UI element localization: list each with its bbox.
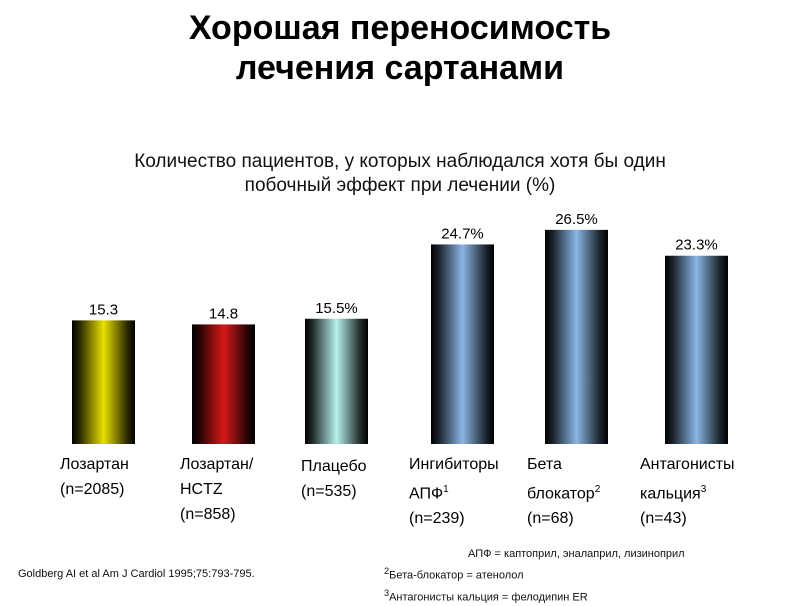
footnote-calcium: 3Антагонисты кальция = фелодипин ER: [384, 585, 685, 606]
category-label-3-line3: (n=239): [409, 510, 465, 528]
bar-4: [545, 229, 608, 444]
bar-value-label-1: 14.8: [209, 305, 238, 322]
bar-value-label-3: 24.7%: [441, 225, 484, 242]
chart-subtitle-line-1: Количество пациентов, у которых наблюдал…: [134, 151, 666, 172]
category-label-0: Лозартан (n=2085): [60, 452, 129, 502]
category-label-3-line2: АПФ1: [409, 484, 449, 503]
category-label-2-line2: (n=535): [301, 483, 357, 500]
category-label-2: Плацебо (n=535): [301, 454, 367, 504]
bar-2: [305, 318, 368, 444]
category-label-4-line2: блокатор2: [527, 484, 601, 503]
title-line-2: лечения сартанами: [235, 49, 565, 87]
category-label-1-line2: HCTZ: [180, 481, 223, 498]
category-label-3-sup: 1: [443, 484, 449, 495]
footnote-calcium-text: Антагонисты кальция = фелодипин ER: [389, 591, 588, 604]
category-label-5-line2: кальция3: [640, 484, 707, 503]
chart-subtitle-line-2: побочный эффект при лечении (%): [244, 175, 556, 196]
category-label-1-line3: (n=858): [180, 506, 236, 523]
category-label-4: Бета блокатор2 (n=68): [527, 452, 600, 531]
footnote-beta-text: Бета-блокатор = атенолол: [389, 569, 524, 582]
footnote-beta: 2Бета-блокатор = атенолол: [384, 563, 685, 585]
page-title: Хорошая переносимость лечения сартанами: [0, 8, 800, 88]
footnote-calcium-sup: 3: [384, 587, 390, 598]
chart-subtitle: Количество пациентов, у которых наблюдал…: [0, 150, 800, 198]
category-label-4-sup: 2: [594, 484, 601, 495]
bar-3: [431, 244, 494, 444]
category-label-4-line1: Бета: [527, 456, 562, 473]
category-label-5-sup: 3: [700, 484, 707, 495]
footnote-beta-sup: 2: [384, 566, 390, 576]
bar-5: [665, 255, 728, 444]
citation: Goldberg AI et al Am J Cardiol 1995;75:7…: [18, 568, 255, 580]
category-label-5-line3: (n=43): [640, 510, 687, 528]
category-label-3: Ингибиторы АПФ1 (n=239): [409, 452, 499, 531]
category-label-2-line1: Плацебо: [301, 458, 367, 475]
bar-value-label-0: 15.3: [89, 301, 118, 318]
category-label-0-line1: Лозартан: [60, 456, 129, 473]
category-label-1: Лозартан/HCTZ (n=858): [180, 452, 253, 527]
category-label-0-line2: (n=2085): [60, 481, 125, 498]
bar-value-label-2: 15.5%: [315, 300, 358, 317]
category-label-5: Антагонисты кальция3 (n=43): [640, 452, 735, 531]
bar-0: [72, 320, 135, 444]
footnote-ace: АПФ = каптоприл, эналаприл, лизиноприл: [468, 548, 685, 560]
footnotes: АПФ = каптоприл, эналаприл, лизиноприл 2…: [384, 546, 685, 606]
bar-1: [192, 324, 255, 444]
category-label-3-line1: Ингибиторы: [409, 456, 499, 473]
bar-value-label-5: 23.3%: [675, 237, 718, 254]
category-label-4-line3: (n=68): [527, 510, 574, 528]
title-line-1: Хорошая переносимость: [188, 9, 612, 47]
category-label-1-line1: Лозартан/: [180, 456, 254, 473]
category-label-5-line1: Антагонисты: [640, 456, 735, 473]
bar-value-label-4: 26.5%: [555, 211, 598, 228]
